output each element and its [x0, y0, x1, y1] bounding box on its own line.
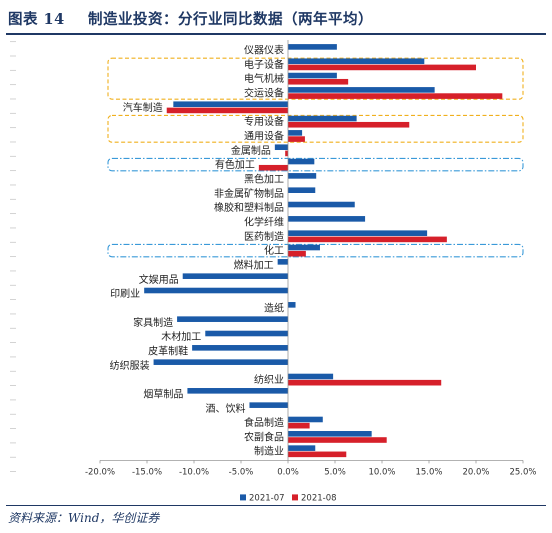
- category-label: 皮革制鞋: [148, 344, 188, 357]
- bar-2021-07-化工: [288, 244, 320, 251]
- bar-2021-08-金属制品: [285, 150, 288, 157]
- bar-2021-07-木材加工: [205, 330, 288, 337]
- category-label: 酒、饮料: [205, 402, 245, 415]
- bar-2021-07-有色加工: [288, 158, 315, 165]
- category-label: 交运设备: [244, 86, 284, 99]
- category-label: 家具制造: [133, 316, 173, 329]
- category-label: 非金属矿物制品: [214, 187, 284, 200]
- category-label: 造纸: [264, 301, 284, 314]
- bar-2021-08-专用设备: [288, 121, 410, 128]
- bar-2021-07-文娱用品: [182, 273, 288, 279]
- bar-2021-07-家具制造: [177, 316, 288, 322]
- category-label: 食品制造: [244, 416, 284, 429]
- category-label: 专用设备: [244, 115, 284, 128]
- category-label: 纺织业: [254, 373, 284, 386]
- bar-2021-08-电气机械: [288, 78, 349, 85]
- bar-2021-08-食品制造: [288, 422, 310, 429]
- x-tick-label: -10.0%: [179, 467, 209, 477]
- category-label: 有色加工: [215, 158, 255, 171]
- category-label: 文娱用品: [139, 273, 179, 286]
- category-label: 橡胶和塑料制品: [214, 201, 284, 214]
- legend-label-2021-08: 2021-08: [301, 493, 337, 502]
- x-tick-label: -15.0%: [132, 467, 162, 477]
- chart-title: 制造业投资：分行业同比数据（两年平均）: [88, 11, 373, 28]
- category-label: 汽车制造: [123, 101, 163, 114]
- category-label: 印刷业: [110, 288, 140, 300]
- bar-2021-08-汽车制造: [166, 107, 288, 114]
- highlight-box: [107, 157, 524, 172]
- bar-2021-07-专用设备: [288, 115, 357, 122]
- bar-2021-07-电子设备: [288, 58, 425, 65]
- category-label: 化工: [264, 244, 284, 257]
- bar-2021-07-通用设备: [288, 130, 303, 136]
- bar-2021-08-纺织业: [288, 379, 442, 386]
- bar-2021-08-有色加工: [258, 164, 288, 171]
- x-tick-label: 0.0%: [277, 467, 299, 477]
- bar-2021-08-通用设备: [288, 136, 305, 142]
- category-label: 医药制造: [244, 230, 284, 243]
- x-tick-label: 25.0%: [509, 467, 536, 477]
- x-tick-label: -20.0%: [85, 467, 115, 477]
- category-label: 燃料加工: [234, 258, 274, 271]
- x-tick-label: 20.0%: [462, 467, 489, 477]
- bar-2021-07-食品制造: [288, 416, 323, 423]
- footer-divider: [6, 505, 546, 506]
- category-label: 黑色加工: [244, 172, 284, 185]
- x-tick-label: 5.0%: [324, 467, 346, 477]
- bar-2021-07-非金属矿物制品: [288, 187, 316, 193]
- bar-2021-07-燃料加工: [277, 259, 288, 265]
- bar-chart: 仪器仪表电子设备电气机械交运设备汽车制造专用设备通用设备金属制品有色加工黑色加工…: [10, 40, 537, 502]
- bar-2021-08-化工: [288, 250, 306, 257]
- bar-2021-07-制造业: [288, 445, 316, 451]
- category-label: 电气机械: [244, 72, 284, 85]
- category-label: 木材加工: [161, 330, 201, 343]
- bar-2021-08-医药制造: [288, 236, 447, 243]
- bar-2021-07-印刷业: [144, 287, 288, 294]
- bar-2021-07-汽车制造: [173, 101, 288, 108]
- category-label: 电子设备: [244, 58, 284, 71]
- x-tick-label: -5.0%: [229, 467, 254, 477]
- category-label: 通用设备: [244, 129, 284, 142]
- legend-swatch-2021-07: [240, 494, 246, 501]
- category-label: 制造业: [254, 445, 284, 458]
- bar-2021-07-黑色加工: [288, 173, 317, 179]
- highlight-box: [107, 243, 524, 258]
- bar-2021-07-造纸: [288, 302, 296, 308]
- bar-2021-08-制造业: [288, 451, 347, 458]
- bar-2021-07-酒、饮料: [249, 402, 288, 408]
- bar-2021-07-纺织服装: [153, 359, 288, 365]
- x-tick-label: 10.0%: [368, 467, 395, 477]
- category-label: 仪器仪表: [244, 44, 284, 57]
- category-label: 农副食品: [244, 430, 284, 443]
- bar-2021-07-金属制品: [274, 144, 288, 151]
- bar-2021-07-纺织业: [288, 373, 334, 380]
- bar-2021-07-农副食品: [288, 431, 372, 437]
- bar-2021-07-橡胶和塑料制品: [288, 201, 355, 208]
- highlight-box: [107, 57, 524, 100]
- source-note: 资料来源：Wind，华创证券: [8, 511, 160, 525]
- bar-2021-08-交运设备: [288, 93, 503, 99]
- bar-2021-07-烟草制品: [187, 388, 288, 394]
- bar-2021-08-电子设备: [288, 64, 476, 71]
- bar-2021-07-仪器仪表: [288, 44, 337, 50]
- legend-label-2021-07: 2021-07: [249, 493, 285, 502]
- figure-number: 图表 14: [8, 11, 65, 28]
- title-bar: 图表 14 制造业投资：分行业同比数据（两年平均）: [0, 0, 552, 34]
- legend-swatch-2021-08: [292, 494, 298, 501]
- category-label: 纺织服装: [110, 359, 150, 372]
- highlight-box: [107, 114, 524, 143]
- bar-2021-07-皮革制鞋: [192, 345, 288, 351]
- x-tick-label: 15.0%: [415, 467, 442, 477]
- bar-2021-07-化学纤维: [288, 216, 366, 222]
- category-label: 金属制品: [231, 144, 271, 157]
- category-label: 化学纤维: [244, 215, 284, 228]
- bar-2021-08-农副食品: [288, 437, 387, 443]
- bar-2021-07-交运设备: [288, 87, 435, 93]
- category-label: 烟草制品: [143, 387, 183, 400]
- title-divider: [6, 33, 546, 35]
- bar-2021-07-电气机械: [288, 72, 337, 79]
- bar-2021-07-医药制造: [288, 230, 428, 236]
